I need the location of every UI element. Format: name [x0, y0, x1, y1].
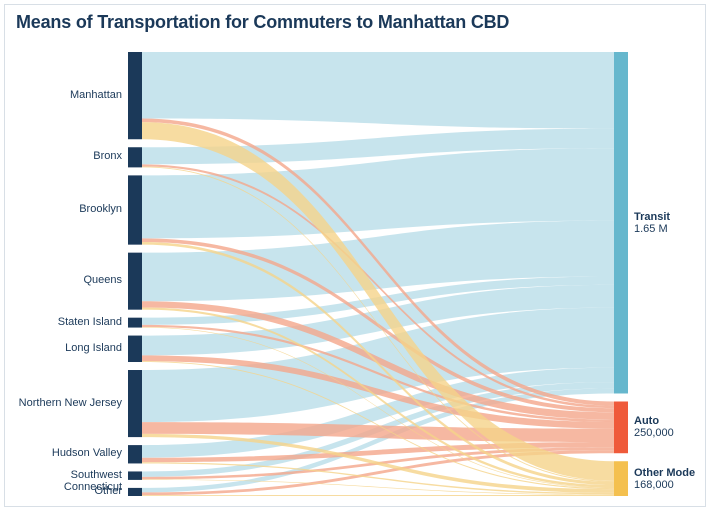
- dest-label-other: Other Mode168,000: [634, 467, 695, 491]
- source-label-longisland: Long Island: [12, 342, 122, 354]
- source-label-manhattan: Manhattan: [12, 89, 122, 101]
- source-node-other: [128, 488, 142, 496]
- source-label-bronx: Bronx: [12, 150, 122, 162]
- source-node-brooklyn: [128, 175, 142, 244]
- dest-node-transit: [614, 52, 628, 393]
- source-node-hudson: [128, 445, 142, 463]
- sankey-chart: [0, 0, 710, 511]
- source-label-hudson: Hudson Valley: [12, 447, 122, 459]
- dest-node-other: [614, 461, 628, 496]
- flow-other-other: [142, 495, 614, 496]
- source-label-nnj: Northern New Jersey: [12, 397, 122, 409]
- source-node-swct: [128, 471, 142, 479]
- source-node-staten: [128, 318, 142, 328]
- flow-manhattan-transit: [142, 52, 614, 129]
- source-node-bronx: [128, 147, 142, 167]
- source-node-nnj: [128, 370, 142, 437]
- dest-node-auto: [614, 401, 628, 453]
- source-node-manhattan: [128, 52, 142, 139]
- source-node-queens: [128, 253, 142, 310]
- source-label-staten: Staten Island: [12, 316, 122, 328]
- source-node-longisland: [128, 336, 142, 362]
- source-label-brooklyn: Brooklyn: [12, 203, 122, 215]
- flows: [142, 52, 614, 496]
- source-label-queens: Queens: [12, 274, 122, 286]
- dest-label-auto: Auto250,000: [634, 415, 674, 439]
- dest-label-transit: Transit1.65 M: [634, 211, 670, 235]
- source-label-other: Other: [12, 485, 122, 497]
